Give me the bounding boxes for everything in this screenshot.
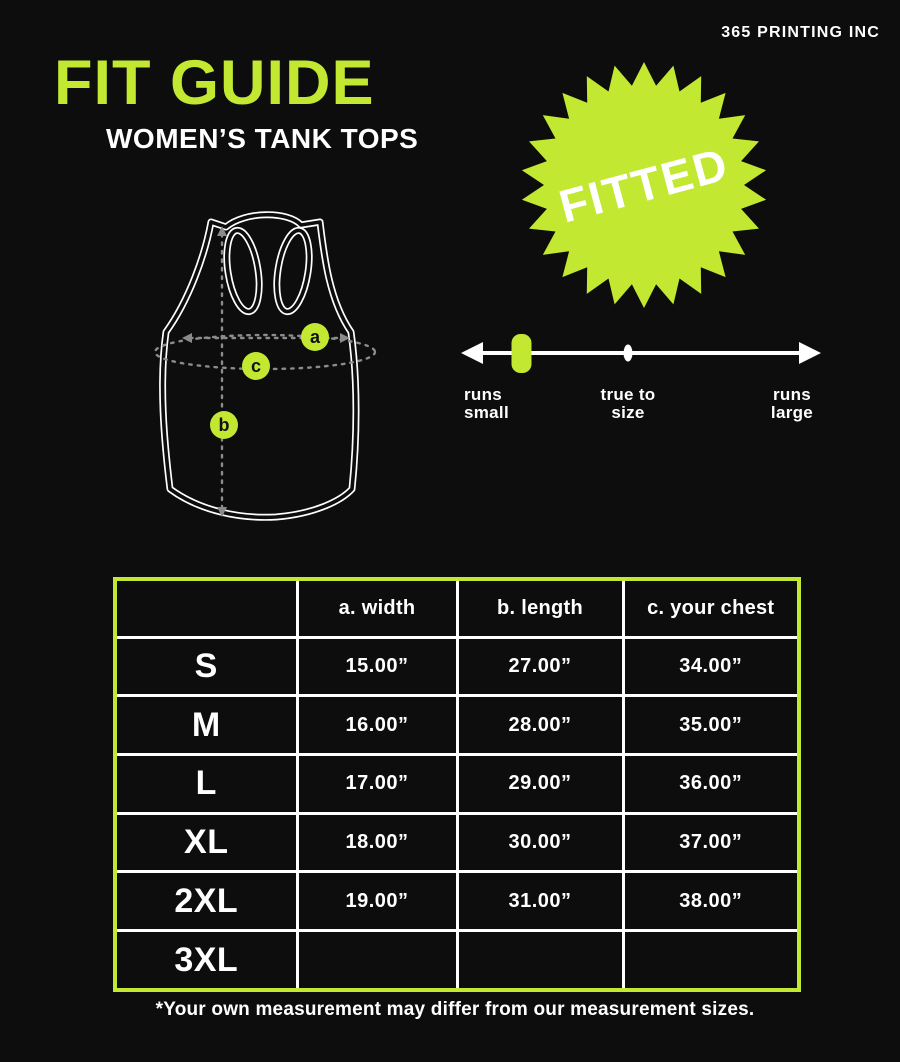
size-chart-table: a. width b. length c. your chest S 15.00…: [113, 577, 801, 992]
starburst-icon: [521, 62, 767, 308]
table-row: L 17.00” 29.00” 36.00”: [113, 752, 801, 815]
marker-b: b: [210, 411, 238, 439]
chest-value: 35.00”: [621, 694, 801, 756]
chest-value: 37.00”: [621, 811, 801, 874]
scale-label-runs-small: runs small: [464, 385, 509, 422]
length-value: 28.00”: [455, 694, 625, 756]
size-label: S: [113, 635, 299, 698]
scale-label-runs-large: runs large: [770, 385, 814, 422]
length-value: 30.00”: [455, 811, 625, 874]
center-tick-dot: [623, 344, 633, 362]
header-length: b. length: [455, 577, 625, 639]
marker-a-label: a: [310, 327, 321, 347]
length-value: 29.00”: [455, 752, 625, 815]
left-arrow-icon: [461, 342, 483, 364]
chest-value: 36.00”: [621, 752, 801, 815]
length-value: 27.00”: [455, 635, 625, 698]
brand-name: 365 PRINTING INC: [721, 24, 880, 41]
guide-arrowheads: [182, 226, 350, 517]
width-value: 19.00”: [295, 870, 459, 933]
width-value: 18.00”: [295, 811, 459, 874]
measurement-disclaimer: *Your own measurement may differ from ou…: [155, 999, 755, 1020]
width-value: 17.00”: [295, 752, 459, 815]
scale-label-true-to-size: true to size: [600, 385, 656, 422]
tank-top-outline-icon: [159, 211, 360, 521]
fit-scale: [461, 334, 821, 373]
header-width: a. width: [295, 577, 459, 639]
fit-indicator-slider: [511, 334, 532, 373]
length-value: [455, 929, 625, 992]
table-row: M 16.00” 28.00” 35.00”: [113, 694, 801, 756]
width-value: 16.00”: [295, 694, 459, 756]
header-chest: c. your chest: [621, 577, 801, 639]
header-size: [113, 577, 299, 639]
marker-c: c: [242, 352, 270, 380]
table-row: 2XL 19.00” 31.00” 38.00”: [113, 870, 801, 933]
marker-c-label: c: [251, 356, 261, 376]
size-label: L: [113, 752, 299, 815]
table-row: XL 18.00” 30.00” 37.00”: [113, 811, 801, 874]
width-value: [295, 929, 459, 992]
width-value: 15.00”: [295, 635, 459, 698]
tank-top-diagram: a c b: [153, 211, 377, 521]
fitted-badge: FITTED: [521, 62, 767, 308]
table-row: 3XL: [113, 929, 801, 992]
chest-value: 34.00”: [621, 635, 801, 698]
length-value: 31.00”: [455, 870, 625, 933]
chest-value: 38.00”: [621, 870, 801, 933]
table-row: S 15.00” 27.00” 34.00”: [113, 635, 801, 698]
marker-a: a: [301, 323, 329, 351]
page-subtitle: WOMEN’S TANK TOPS: [106, 123, 419, 154]
size-label: M: [113, 694, 299, 756]
page-title: FIT GUIDE: [54, 48, 375, 118]
size-label: 3XL: [113, 929, 299, 992]
size-label: XL: [113, 811, 299, 874]
right-arrow-icon: [799, 342, 821, 364]
marker-b-label: b: [219, 415, 230, 435]
chest-value: [621, 929, 801, 992]
size-label: 2XL: [113, 870, 299, 933]
table-header-row: a. width b. length c. your chest: [113, 577, 801, 639]
